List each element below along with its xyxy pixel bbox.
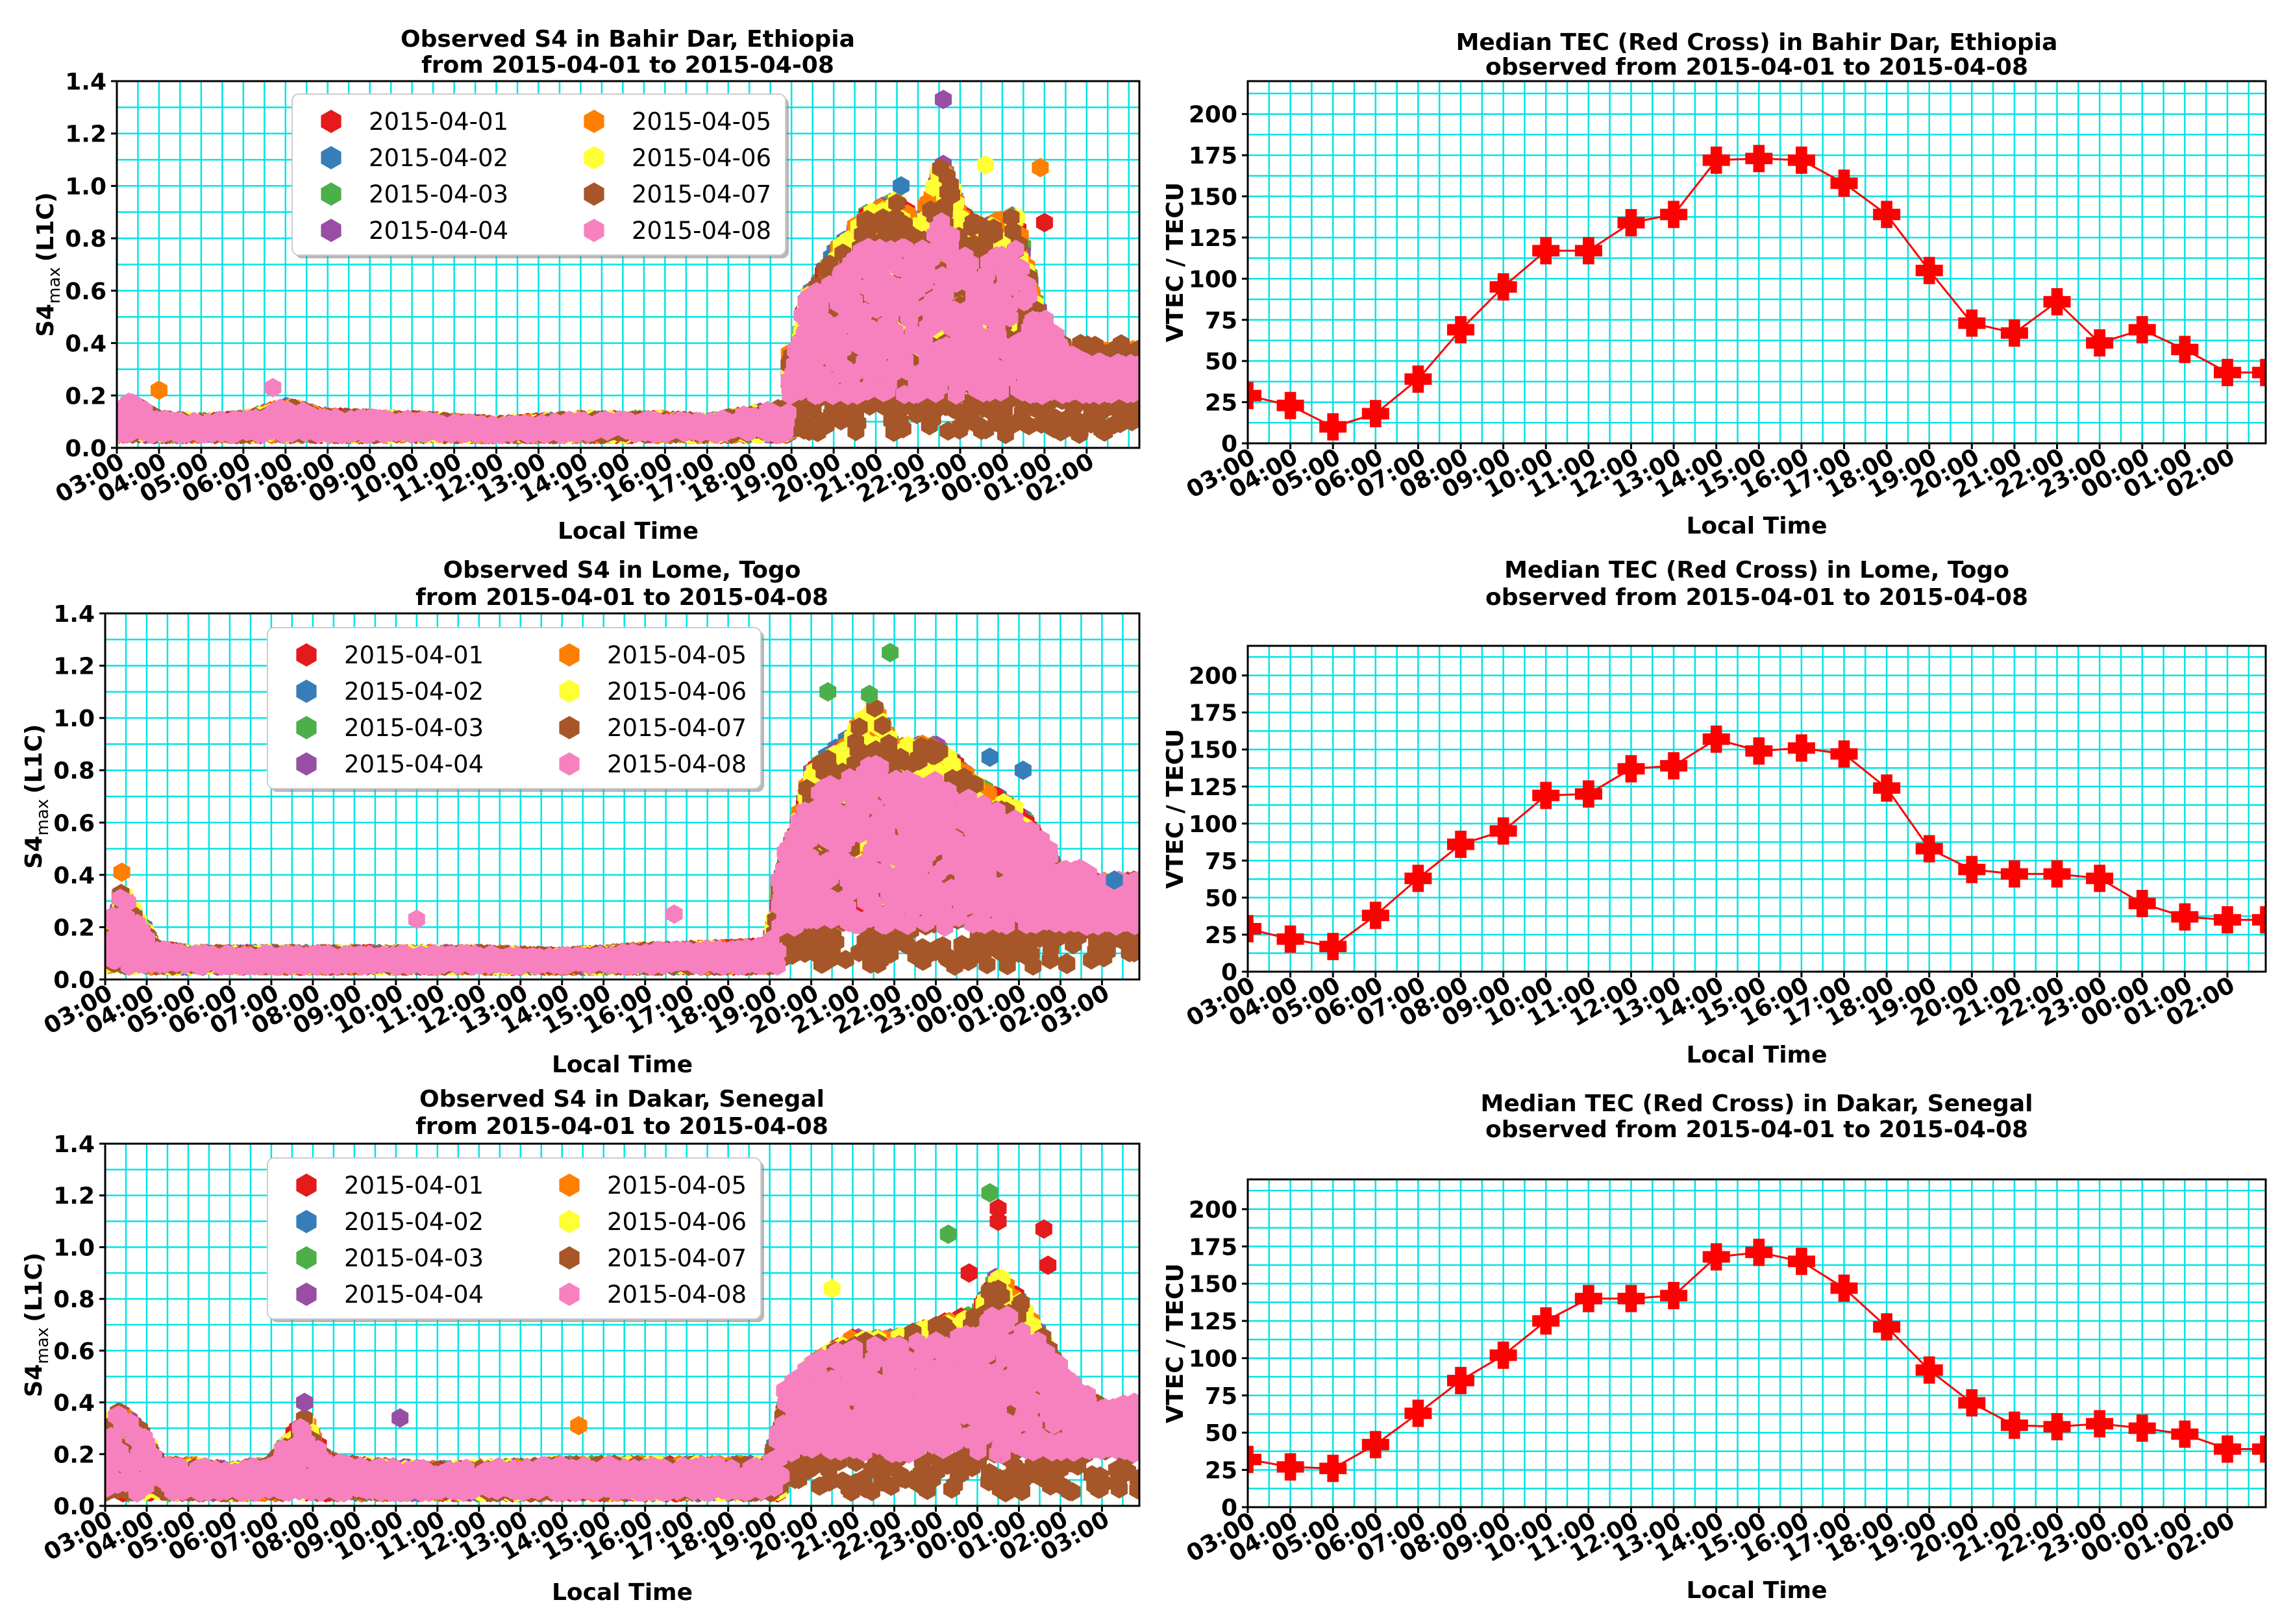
chart-subtitle: from 2015-04-01 to 2015-04-08 <box>421 52 834 79</box>
chart-title: Observed S4 in Bahir Dar, Ethiopia <box>401 26 855 53</box>
plot-data <box>117 90 1139 445</box>
